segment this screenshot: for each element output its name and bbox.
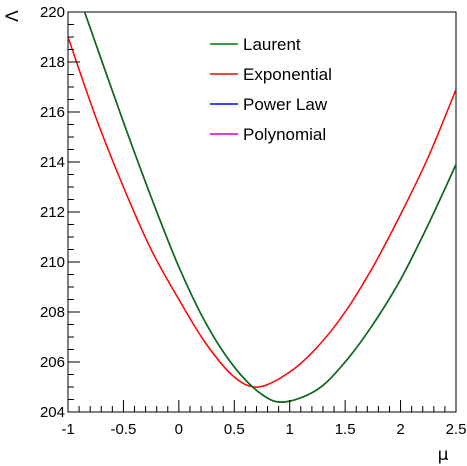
legend-label: Polynomial (243, 125, 326, 144)
series-curves (68, 12, 456, 403)
legend-label: Laurent (243, 35, 301, 54)
x-tick-label: 1 (286, 421, 294, 438)
x-axis-title: μ (438, 445, 449, 465)
y-axis-title: Λ (3, 10, 23, 22)
y-tick-label: 204 (40, 404, 65, 421)
y-tick-label: 214 (40, 154, 65, 171)
x-tick-label: -1 (61, 421, 74, 438)
x-tick-label: 2.5 (446, 421, 467, 438)
x-tick-label: -0.5 (110, 421, 136, 438)
y-tick-label: 212 (40, 204, 65, 221)
series-line-exponential (68, 36, 456, 388)
y-tick-label: 218 (40, 54, 65, 71)
series-line-laurent (83, 12, 456, 403)
tick-labels: -1 -0.5 0 0.5 1 1.5 2 2.5 204 206 208 210 212 214 216 2… (40, 4, 466, 438)
x-tick-label: 0 (175, 421, 183, 438)
y-tick-label: 206 (40, 354, 65, 371)
x-tick-label: 1.5 (335, 421, 356, 438)
y-tick-label: 216 (40, 104, 65, 121)
legend-label: Power Law (243, 95, 328, 114)
x-tick-label: 0.5 (224, 421, 245, 438)
axis-ticks (67, 11, 457, 413)
legend-label: Exponential (243, 65, 332, 84)
y-tick-label: 208 (40, 304, 65, 321)
x-tick-label: 2 (396, 421, 404, 438)
y-tick-label: 220 (40, 4, 65, 21)
legend: Laurent Exponential Power Law Polynomial (210, 35, 332, 144)
y-tick-label: 210 (40, 254, 65, 271)
